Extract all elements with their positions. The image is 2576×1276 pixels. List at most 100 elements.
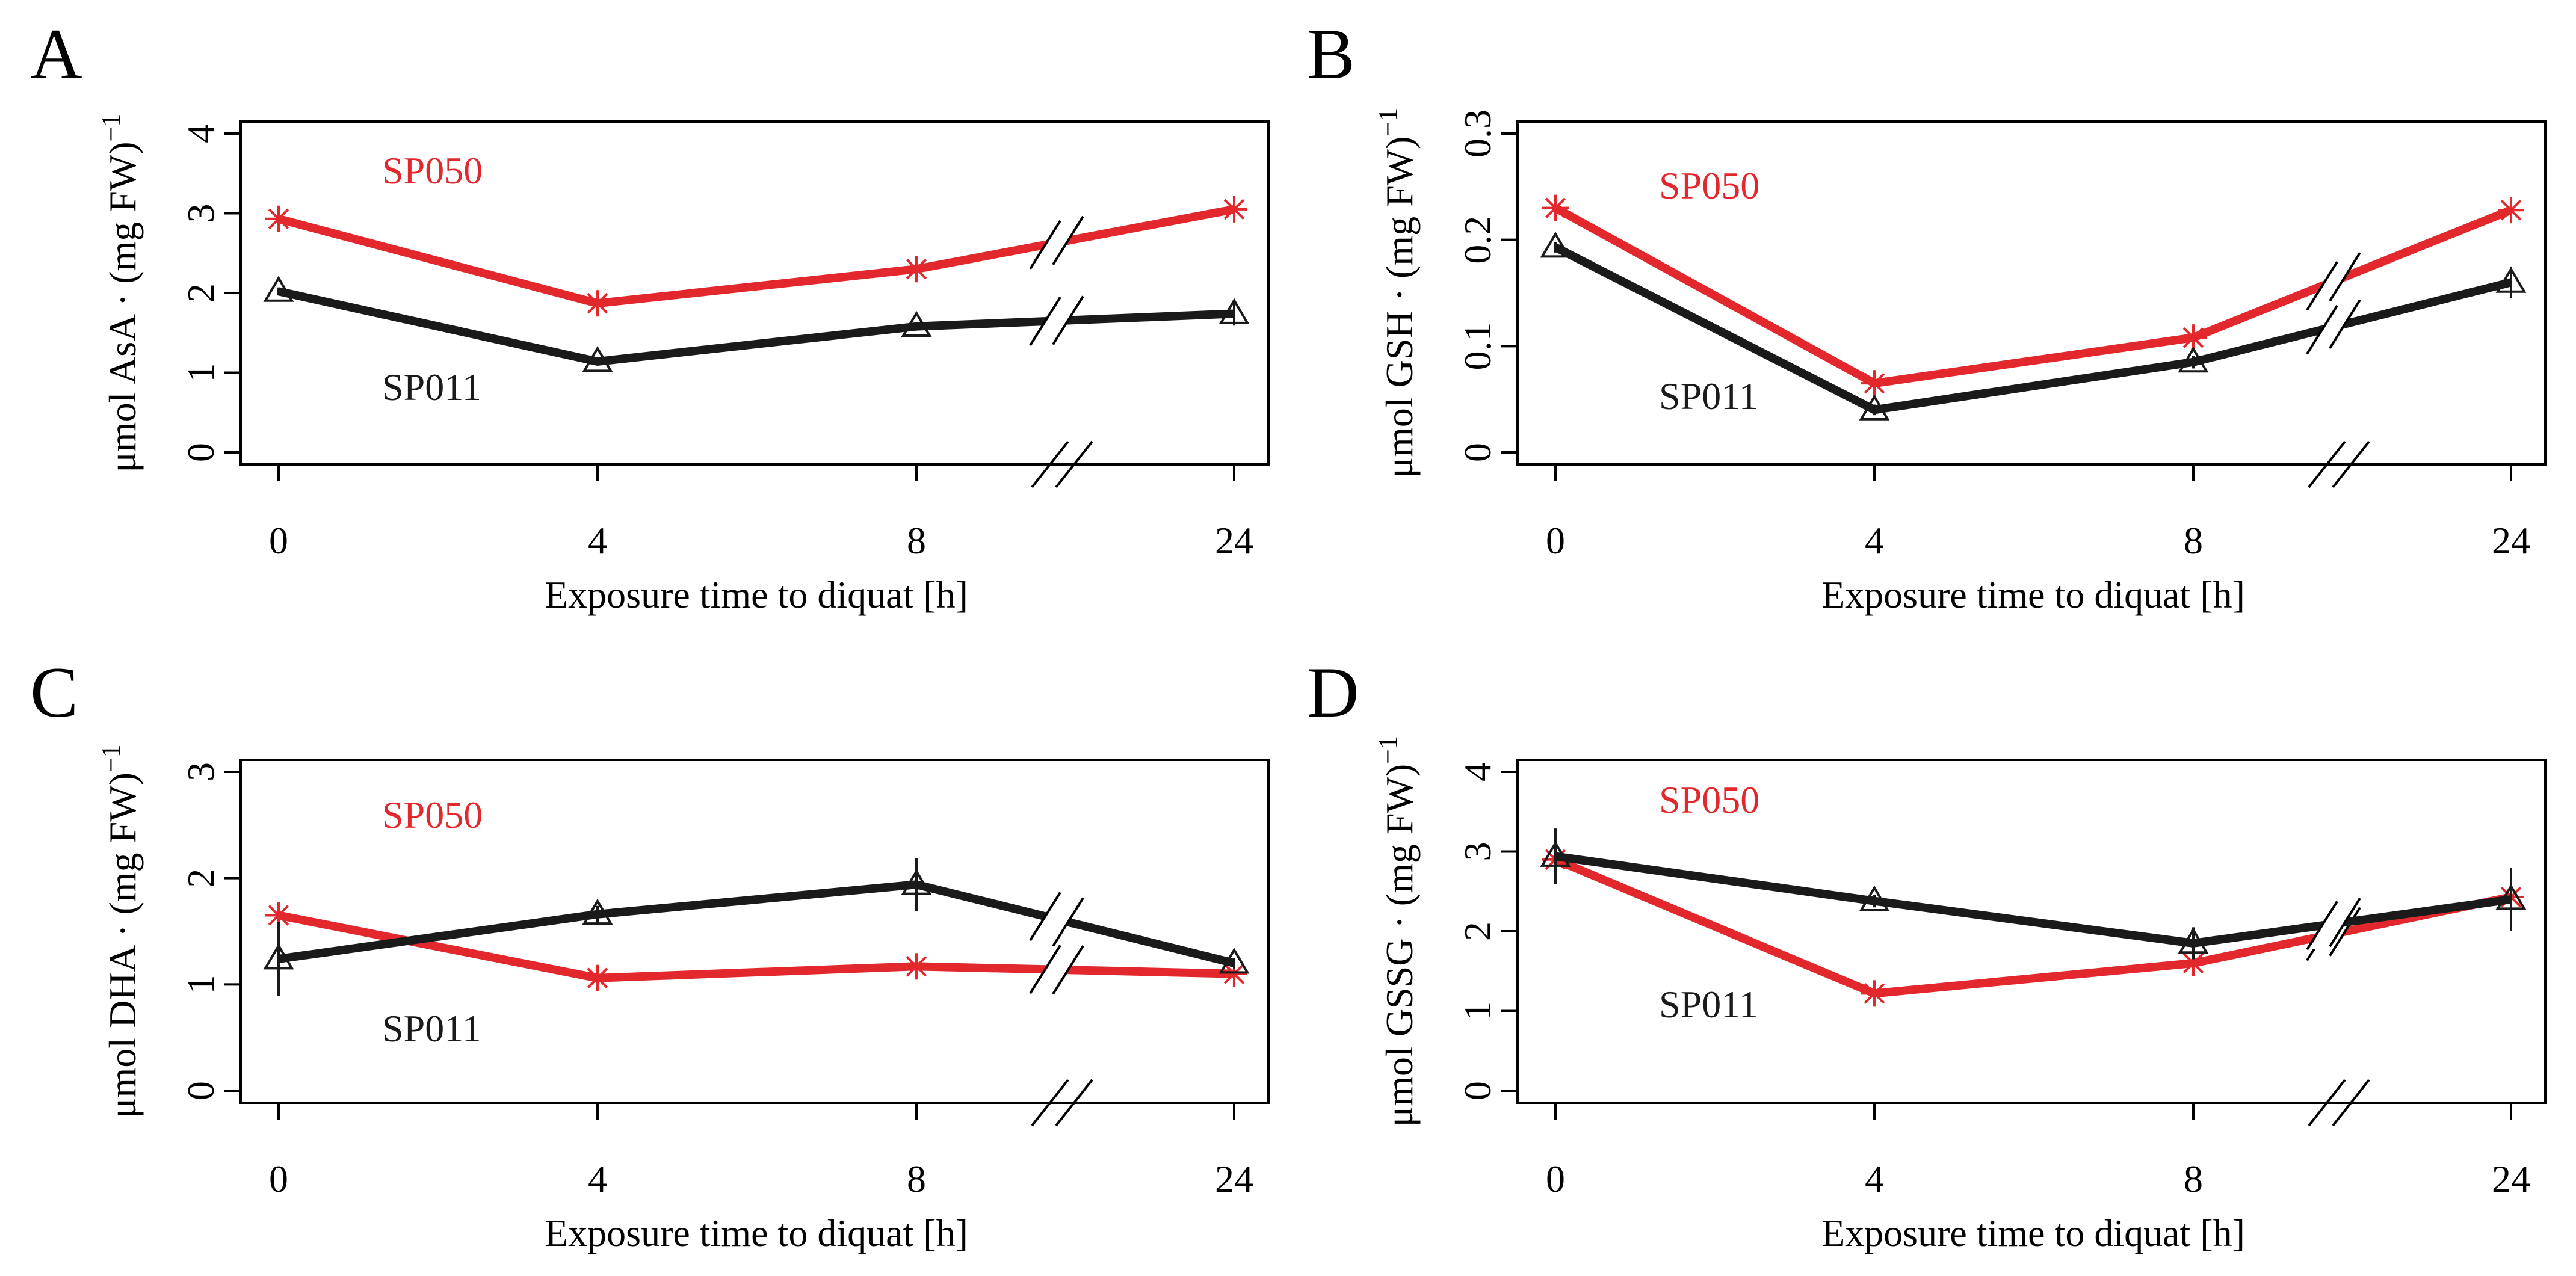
data-point-SP050 [1861,370,1888,397]
y-axis-label-superscript: −1 [96,744,126,772]
axis-break-mark [2308,440,2346,489]
series-break-gap [1033,216,1080,269]
y-tick-label: 1 [179,975,222,994]
x-tick-label: 4 [1865,1157,1884,1200]
y-tick-label: 2 [179,283,222,303]
series-break-gap [2310,253,2357,310]
series-break-mark [1029,220,1061,270]
series-label-SP050: SP050 [382,794,483,836]
y-tick-label: 0.1 [1456,322,1499,370]
asterisk-stroke [1223,963,1245,984]
data-point-SP011 [1540,840,1571,867]
data-point-SP011 [901,310,932,337]
data-point-SP011 [1859,885,1890,912]
series-break-mark [1052,945,1084,995]
data-point-SP050 [2498,197,2524,224]
data-point-SP011 [582,346,613,372]
x-axis-label: Exposure time to diquat [h] [545,1212,968,1254]
x-axis-label: Exposure time to diquat [h] [1821,1212,2245,1254]
data-point-SP011 [2495,267,2527,293]
data-point-SP050 [584,290,611,317]
asterisk-stroke [2182,952,2204,974]
y-axis-label: μmol AsA · (mg FW)−1 [96,114,144,473]
data-point-SP050 [903,256,930,283]
asterisk-stroke [1864,372,1885,394]
y-axis-label-main: μmol AsA · (mg FW) [101,141,144,472]
y-axis-label-superscript: −1 [1373,736,1403,764]
panel-letter: B [1307,14,1355,94]
series-break-mark [2306,305,2338,355]
series-break-gap [2310,300,2357,354]
series-line-SP011 [278,880,1235,967]
y-tick-label: 3 [179,204,222,223]
series-line-SP050 [277,911,1235,982]
data-point-SP011 [1859,394,1890,421]
series-line-SP011 [1555,852,2512,948]
asterisk-stroke [587,967,608,988]
asterisk-stroke [906,956,927,977]
axis-break-mark [2332,1079,2370,1127]
series-line-SP011 [1553,243,2512,415]
series-break-mark [2329,898,2361,948]
y-tick-label: 1 [1456,1002,1499,1021]
series-break-mark [2329,907,2361,957]
series-break-mark [2329,251,2361,302]
data-point-SP050 [265,205,292,232]
y-axis-label: μmol GSSG · (mg FW)−1 [1373,736,1421,1127]
x-tick-label: 8 [2184,1157,2203,1200]
x-tick-label: 8 [907,1157,926,1200]
axis-break-mark [2332,440,2370,489]
x-axis-label: Exposure time to diquat [h] [1821,573,2245,616]
axis-break-mark [1055,1079,1093,1127]
x-tick-label: 0 [1546,1157,1565,1200]
y-axis-label-main: μmol GSSG · (mg FW) [1378,764,1421,1127]
axis-break-mark [1031,440,1069,489]
plot-frame [239,759,1270,1104]
asterisk-stroke [906,258,927,280]
x-tick-label: 24 [2492,1157,2530,1200]
x-tick-label: 0 [269,519,288,562]
data-point-SP011 [1219,298,1250,324]
data-point-SP011 [2495,884,2527,910]
series-line-SP050 [1553,204,2513,388]
panel-B: B 0 0.1 0.2 0.3 0 4 8 24 Exposure time to diquat … [1307,14,2547,616]
panel-letter: A [30,14,82,94]
series-break-mark [1052,897,1084,947]
data-point-SP050 [903,953,930,980]
series-break-gap [2310,898,2357,950]
series-label-SP011: SP011 [382,366,481,408]
asterisk-stroke [587,292,608,314]
asterisk-stroke [2500,199,2522,221]
data-point-SP011 [901,869,932,895]
data-point-SP011 [263,943,294,970]
y-axis-label: μmol DHA · (mg FW)−1 [96,744,144,1118]
x-axis-label: Exposure time to diquat [h] [545,573,968,616]
x-tick-label: 0 [1546,519,1565,562]
y-tick-label: 0 [1456,443,1499,462]
data-point-SP011 [2178,927,2209,954]
axis-break-mark [1031,1079,1069,1127]
asterisk-stroke [268,208,289,230]
series-label-SP011: SP011 [1659,375,1758,418]
asterisk-stroke [2182,327,2204,348]
axis-break-mark [1055,440,1093,489]
y-tick-label: 2 [179,869,222,888]
x-tick-label: 0 [269,1157,288,1200]
data-point-SP050 [584,964,611,991]
data-point-SP050 [1221,196,1247,223]
data-point-SP050 [2180,324,2207,351]
panel-letter: C [30,652,78,732]
y-tick-label: 0 [179,1081,222,1100]
y-tick-label: 0.3 [1456,109,1499,158]
data-point-SP050 [1542,194,1569,221]
y-tick-label: 0 [179,443,222,462]
series-label-SP011: SP011 [382,1007,481,1050]
data-point-SP011 [1219,948,1250,974]
y-axis-label: μmol GSH · (mg FW)−1 [1373,108,1421,478]
series-line-SP011 [277,287,1235,366]
x-tick-label: 24 [1215,1157,1253,1200]
y-axis-label-main: μmol DHA · (mg FW) [101,772,144,1118]
axis-break-mark [2308,1079,2346,1127]
x-tick-label: 4 [588,1157,607,1200]
